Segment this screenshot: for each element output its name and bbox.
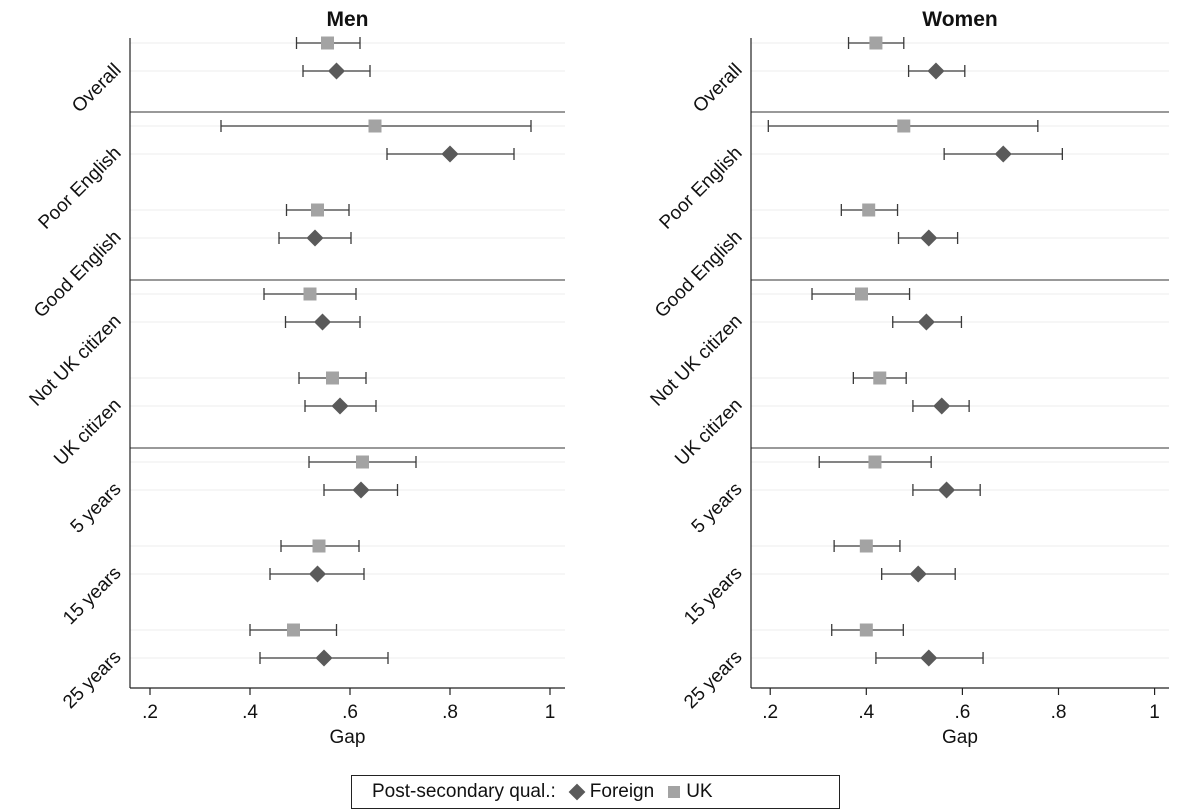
panel-title: Men <box>327 8 369 31</box>
y-category-label-5-years: 5 years <box>688 479 747 538</box>
y-category-label-25-years: 25 years <box>59 647 125 713</box>
series-foreign <box>259 62 515 667</box>
legend-title: Post-secondary qual.: <box>372 781 556 802</box>
x-tick-label: .2 <box>762 702 778 723</box>
point-diamond-5-years <box>938 481 956 499</box>
y-category-label-5-years: 5 years <box>67 479 126 538</box>
point-diamond-25-years <box>315 649 333 667</box>
x-tick-label: .6 <box>954 702 970 723</box>
y-category-label-15-years: 15 years <box>59 563 125 629</box>
x-tick-label: .8 <box>1051 702 1067 723</box>
x-tick-label: 1 <box>1149 702 1160 723</box>
y-category-label-good-english: Good English <box>651 227 747 323</box>
point-square-good-english <box>862 203 876 217</box>
point-square-uk-citizen <box>326 371 339 385</box>
point-square-25-years <box>859 623 873 637</box>
point-square-5-years <box>356 455 369 469</box>
point-diamond-poor-english <box>441 145 459 163</box>
legend-label-foreign: Foreign <box>589 781 655 802</box>
point-diamond-good-english <box>920 229 938 247</box>
y-category-label-15-years: 15 years <box>680 563 746 629</box>
y-category-label-good-english: Good English <box>30 227 126 323</box>
point-square-15-years <box>312 539 326 553</box>
point-square-not-uk-citizen <box>855 287 869 301</box>
x-tick-label: .6 <box>342 702 358 723</box>
x-tick-label: .4 <box>242 702 258 723</box>
point-diamond-overall <box>328 62 345 80</box>
point-diamond-15-years <box>309 565 326 583</box>
y-category-label-25-years: 25 years <box>680 647 746 713</box>
point-square-not-uk-citizen <box>303 287 317 301</box>
legend: Post-secondary qual.: Foreign UK <box>351 775 840 809</box>
panel-women: Women .2 .4 .6 .8 1 Gap Overall Poor EnglishGood… <box>647 8 1169 748</box>
x-tick-label: .8 <box>442 702 458 723</box>
y-category-label-overall: Overall <box>689 60 746 117</box>
point-square-poor-english <box>897 119 911 133</box>
point-diamond-15-years <box>909 565 927 583</box>
point-diamond-not-uk-citizen <box>917 313 935 331</box>
point-square-15-years <box>859 539 873 553</box>
point-diamond-uk-citizen <box>933 397 951 415</box>
point-diamond-not-uk-citizen <box>314 313 331 331</box>
point-square-poor-english <box>368 119 382 133</box>
x-tick-label: 1 <box>545 702 556 723</box>
point-diamond-uk-citizen <box>331 397 349 415</box>
point-diamond-poor-english <box>994 145 1012 163</box>
point-square-25-years <box>287 623 300 637</box>
series-foreign <box>875 62 1063 667</box>
x-tick-label: .2 <box>142 702 158 723</box>
legend-item-uk: UK <box>668 781 713 803</box>
y-category-label-poor-english: Poor English <box>35 143 126 234</box>
point-diamond-25-years <box>920 649 938 667</box>
legend-item-foreign: Foreign <box>568 781 655 803</box>
diamond-marker-icon <box>568 783 586 801</box>
point-square-5-years <box>868 455 882 469</box>
x-axis-label: Gap <box>330 727 366 748</box>
point-square-overall <box>869 36 883 50</box>
point-diamond-5-years <box>352 481 370 499</box>
point-square-overall <box>321 36 334 50</box>
legend-label-uk: UK <box>686 781 713 802</box>
x-axis-label: Gap <box>942 727 978 748</box>
y-category-label-poor-english: Poor English <box>656 143 747 234</box>
y-category-label-uk-citizen: UK citizen <box>671 395 746 470</box>
panel-title: Women <box>922 8 997 31</box>
point-diamond-overall <box>927 62 945 80</box>
x-tick-label: .4 <box>858 702 874 723</box>
y-category-label-uk-citizen: UK citizen <box>50 395 125 470</box>
point-diamond-good-english <box>306 229 324 247</box>
point-square-good-english <box>311 203 324 217</box>
square-marker-icon <box>668 786 681 798</box>
series-uk <box>767 36 1039 637</box>
point-square-uk-citizen <box>873 371 887 385</box>
series-uk <box>220 36 532 637</box>
y-category-label-overall: Overall <box>68 60 125 117</box>
